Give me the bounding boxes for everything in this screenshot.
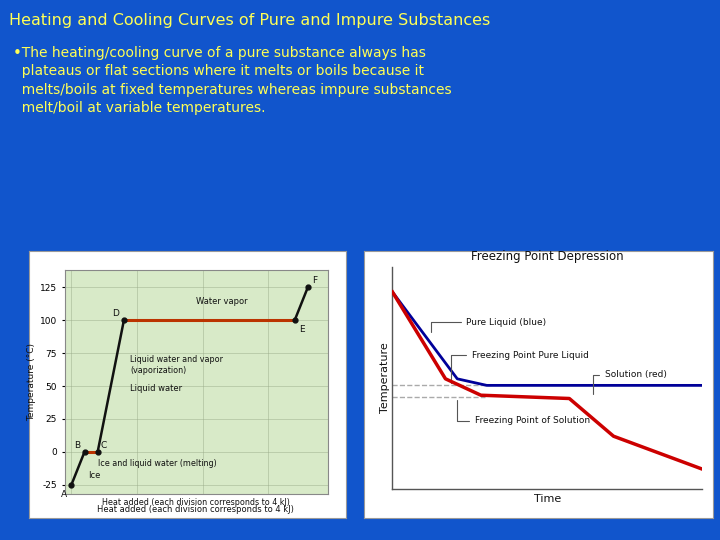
Y-axis label: Temperature: Temperature: [379, 342, 390, 414]
Text: (vaporization): (vaporization): [130, 366, 186, 375]
Text: Pure Liquid (blue): Pure Liquid (blue): [431, 318, 546, 332]
Text: C: C: [100, 441, 107, 450]
Text: Freezing Point Pure Liquid: Freezing Point Pure Liquid: [451, 350, 589, 383]
Text: Heating and Cooling Curves of Pure and Impure Substances: Heating and Cooling Curves of Pure and I…: [9, 14, 490, 29]
Text: B: B: [74, 441, 80, 450]
Text: Liquid water and vapor: Liquid water and vapor: [130, 355, 223, 364]
Text: Water vapor: Water vapor: [196, 298, 248, 306]
Title: Freezing Point Depression: Freezing Point Depression: [471, 251, 624, 264]
X-axis label: Time: Time: [534, 494, 561, 504]
Text: Liquid water: Liquid water: [130, 384, 183, 393]
Text: E: E: [299, 325, 305, 334]
Text: Solution (red): Solution (red): [593, 370, 667, 394]
Y-axis label: Temperature (°C): Temperature (°C): [27, 343, 36, 421]
Text: Ice and liquid water (melting): Ice and liquid water (melting): [98, 460, 217, 468]
Text: F: F: [312, 276, 317, 285]
Text: The heating/cooling curve of a pure substance always has
  plateaus or flat sect: The heating/cooling curve of a pure subs…: [13, 46, 451, 115]
X-axis label: Heat added (each division corresponds to 4 kJ): Heat added (each division corresponds to…: [102, 498, 290, 507]
Text: D: D: [112, 309, 119, 318]
Text: Freezing Point of Solution: Freezing Point of Solution: [457, 400, 590, 425]
Text: A: A: [61, 490, 67, 499]
Text: Heat added (each division corresponds to 4 kJ): Heat added (each division corresponds to…: [97, 505, 294, 514]
Text: Ice: Ice: [89, 471, 101, 480]
Text: •: •: [13, 46, 22, 61]
